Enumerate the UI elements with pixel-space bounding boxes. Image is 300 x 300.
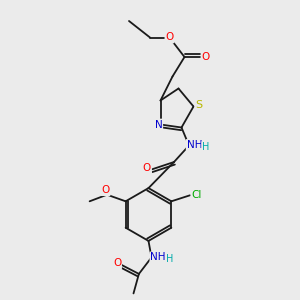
Text: NH: NH <box>187 140 202 150</box>
Text: O: O <box>113 258 121 268</box>
Text: S: S <box>195 100 203 110</box>
Text: O: O <box>165 32 174 43</box>
Text: O: O <box>143 163 151 173</box>
Text: NH: NH <box>150 252 166 262</box>
Text: N: N <box>154 119 162 130</box>
Text: H: H <box>202 142 209 152</box>
Text: H: H <box>167 254 174 265</box>
Text: Cl: Cl <box>191 190 202 200</box>
Text: O: O <box>101 185 110 195</box>
Text: O: O <box>201 52 210 62</box>
